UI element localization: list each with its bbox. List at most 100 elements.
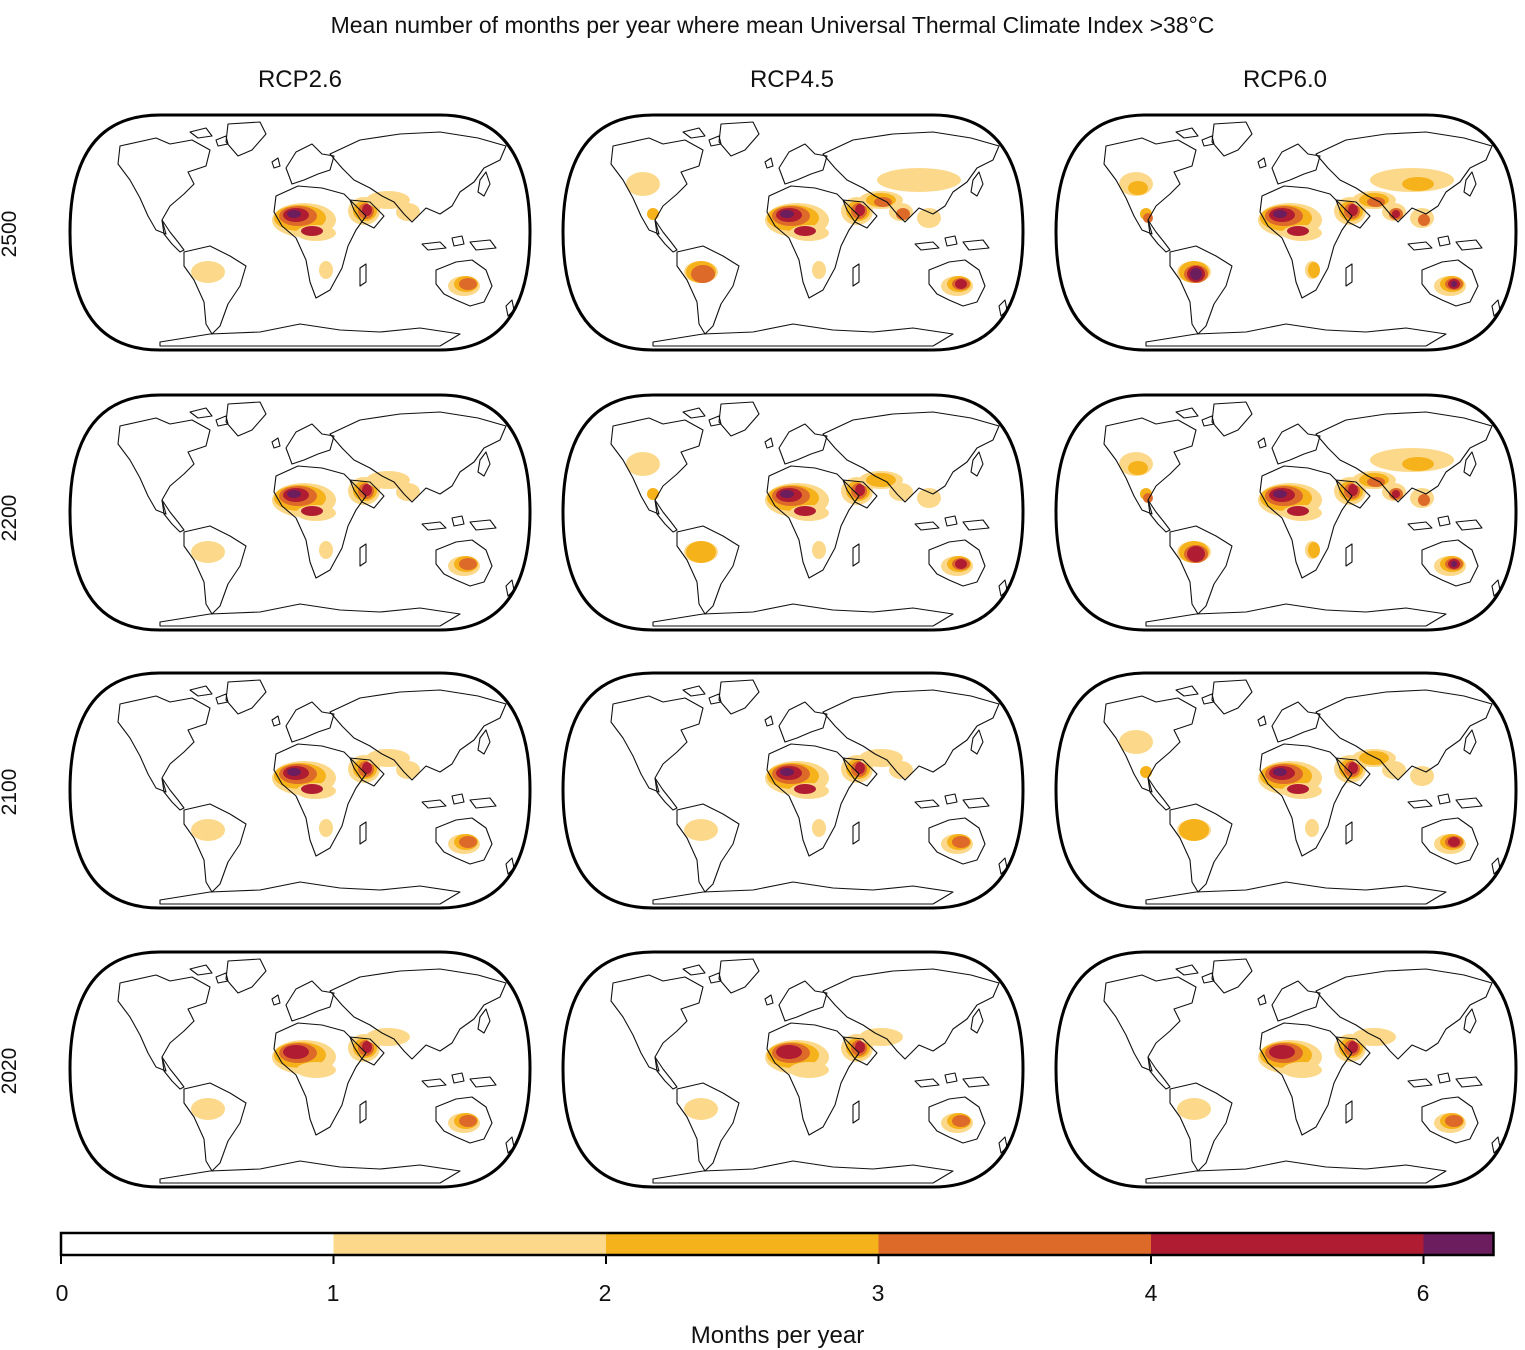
heat-mexico — [647, 208, 659, 220]
coastline-16 — [928, 259, 986, 307]
coastline-12 — [477, 171, 491, 197]
coastline-5 — [183, 245, 247, 335]
coastline-9 — [852, 263, 860, 287]
heat-arabia — [1348, 484, 1358, 496]
colorbar-label: Months per year — [690, 1322, 865, 1349]
coastline-11 — [329, 689, 507, 781]
coastline-13 — [1407, 521, 1433, 531]
coastline-6 — [778, 423, 828, 465]
map-panel-rcp26-2500 — [60, 110, 540, 355]
heat-arabia — [855, 762, 865, 774]
coastline-10 — [1335, 199, 1371, 229]
heat-amazon — [1187, 546, 1205, 562]
coastline-13 — [1407, 799, 1433, 809]
coastline-6 — [1271, 423, 1321, 465]
coastlines — [1103, 121, 1501, 347]
coastline-8 — [273, 1022, 367, 1136]
coastline-15 — [1455, 239, 1483, 251]
heat-amazon — [1179, 819, 1209, 841]
coastline-2 — [718, 121, 760, 157]
world-map — [561, 950, 1025, 1189]
heat-safrica — [812, 541, 826, 559]
heat-amazon — [191, 819, 225, 841]
map-border — [1054, 950, 1518, 1189]
heat-india — [396, 483, 420, 501]
coastline-12 — [970, 171, 984, 197]
heat-sahara — [780, 490, 794, 498]
heat-layer — [684, 749, 973, 854]
coastline-9 — [852, 1100, 860, 1124]
coastline-5 — [183, 803, 247, 893]
coastline-0 — [610, 417, 704, 515]
coastline-11 — [1315, 411, 1493, 503]
coastline-3 — [682, 685, 706, 697]
coastline-7 — [764, 157, 774, 169]
heat-sahara — [1269, 1045, 1295, 1059]
coastline-10 — [1335, 1036, 1371, 1066]
heat-layer — [191, 749, 480, 854]
coastline-9 — [852, 543, 860, 567]
colorbar-bin-5 — [1423, 1233, 1494, 1255]
heat-sahara — [287, 768, 301, 776]
coastline-13 — [421, 521, 447, 531]
coastline-5 — [183, 1082, 247, 1172]
coastline-4 — [1201, 693, 1215, 705]
coastline-14 — [944, 1072, 958, 1084]
coastline-3 — [682, 407, 706, 419]
map-border — [68, 113, 532, 352]
heat-mideast — [859, 749, 903, 767]
heat-india — [396, 203, 420, 221]
coastline-16 — [435, 817, 493, 865]
colorbar-frame — [59, 1231, 1495, 1257]
world-map — [1054, 950, 1518, 1189]
heat-seasia — [1418, 214, 1430, 226]
heat-aus — [459, 278, 477, 290]
coastline-8 — [1259, 185, 1353, 299]
heat-safrica — [1305, 819, 1319, 837]
coastline-2 — [718, 401, 760, 437]
coastline-9 — [359, 1100, 367, 1124]
coastline-5 — [676, 803, 740, 893]
coastline-10 — [349, 757, 385, 787]
coastline-14 — [1437, 1072, 1451, 1084]
heat-india — [1392, 210, 1400, 218]
coastline-15 — [962, 239, 990, 251]
map-border — [1054, 671, 1518, 910]
coastline-5 — [676, 1082, 740, 1172]
coastline-6 — [285, 423, 335, 465]
coastlines — [1103, 958, 1501, 1184]
coastline-12 — [1463, 729, 1477, 755]
coastline-4 — [215, 135, 229, 147]
heat-layer — [1177, 1028, 1466, 1133]
coastline-12 — [1463, 451, 1477, 477]
coastlines — [117, 958, 515, 1184]
coastline-7 — [1257, 994, 1267, 1006]
coastline-11 — [822, 411, 1000, 503]
coastline-8 — [766, 1022, 860, 1136]
map-panel-rcp60-2200 — [1046, 390, 1525, 635]
coastline-8 — [766, 465, 860, 579]
coastline-13 — [421, 1078, 447, 1088]
heat-mideast — [1359, 751, 1389, 765]
heat-aus — [1445, 1115, 1463, 1127]
heat-mexico — [1140, 766, 1152, 778]
coastline-4 — [215, 693, 229, 705]
coastline-1 — [1147, 1056, 1171, 1090]
world-map — [1054, 113, 1518, 352]
coastline-8 — [766, 185, 860, 299]
coastline-18 — [159, 881, 461, 905]
heat-amazon — [191, 541, 225, 563]
colorbar-tick-1: 1 — [326, 1280, 340, 1306]
heat-safrica — [319, 541, 333, 559]
coastline-10 — [349, 199, 385, 229]
heat-india — [896, 208, 910, 220]
coastline-10 — [1335, 757, 1371, 787]
heat-amazon — [1190, 268, 1202, 280]
heat-sahel — [301, 784, 323, 794]
coastline-1 — [161, 219, 185, 253]
heat-mideast — [366, 191, 410, 209]
coastline-1 — [1147, 777, 1171, 811]
coastline-7 — [1257, 157, 1267, 169]
heat-usa — [1128, 461, 1148, 475]
coastline-3 — [1175, 127, 1199, 139]
